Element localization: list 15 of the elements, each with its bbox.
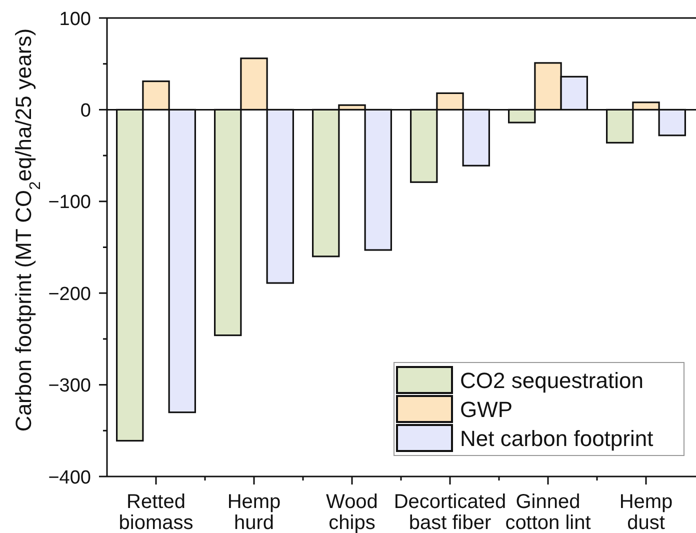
x-tick-label: Wood chips (326, 491, 378, 533)
legend-label: Net carbon footprint (460, 426, 654, 451)
y-tick-label: 0 (80, 100, 91, 122)
legend-label: GWP (460, 396, 513, 422)
x-tick-label: Retted biomass (118, 491, 194, 533)
y-tick-label: −400 (48, 467, 91, 488)
legend-label: CO2 sequestration (460, 368, 644, 393)
y-tick-label: −100 (48, 192, 91, 214)
y-tick-label: −200 (48, 284, 91, 305)
x-tick-label: Decorticated bast fiber (394, 491, 506, 533)
x-tick-label: Hemp hurd (227, 491, 281, 533)
y-tick-label: −300 (48, 376, 91, 397)
x-tick-label: Hemp dust (619, 491, 673, 533)
y-tick-label: 100 (59, 8, 91, 30)
x-tick-label: Ginned cotton lint (505, 491, 592, 533)
